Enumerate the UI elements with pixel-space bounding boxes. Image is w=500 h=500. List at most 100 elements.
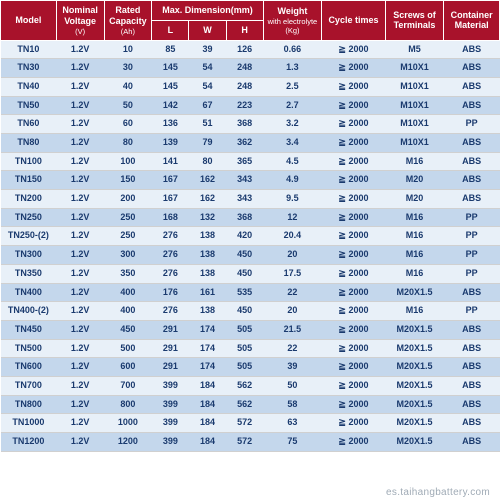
cell-weight: 39 <box>263 358 321 377</box>
cell-capacity: 500 <box>104 339 152 358</box>
cell-w: 138 <box>189 227 226 246</box>
cell-model: TN600 <box>1 358 57 377</box>
cell-material: PP <box>444 246 500 265</box>
col-screws: Screws of Terminals <box>385 1 443 41</box>
cell-voltage: 1.2V <box>56 283 104 302</box>
cell-screws: M5 <box>385 40 443 59</box>
cell-cycle: ≧ 2000 <box>322 190 386 209</box>
cell-h: 450 <box>226 302 263 321</box>
cell-model: TN40 <box>1 77 57 96</box>
cell-h: 562 <box>226 395 263 414</box>
cell-weight: 12 <box>263 208 321 227</box>
cell-l: 276 <box>152 302 189 321</box>
col-l: L <box>152 20 189 40</box>
cell-w: 184 <box>189 414 226 433</box>
cell-screws: M16 <box>385 246 443 265</box>
cell-l: 276 <box>152 227 189 246</box>
cell-screws: M20X1.5 <box>385 320 443 339</box>
cell-voltage: 1.2V <box>56 339 104 358</box>
cell-w: 174 <box>189 358 226 377</box>
cell-material: ABS <box>444 433 500 452</box>
cell-l: 399 <box>152 395 189 414</box>
cell-material: ABS <box>444 395 500 414</box>
cell-capacity: 700 <box>104 376 152 395</box>
cell-l: 145 <box>152 59 189 78</box>
cell-model: TN350 <box>1 264 57 283</box>
cell-material: PP <box>444 264 500 283</box>
cell-capacity: 250 <box>104 208 152 227</box>
cell-cycle: ≧ 2000 <box>322 59 386 78</box>
cell-w: 79 <box>189 134 226 153</box>
cell-screws: M20X1.5 <box>385 358 443 377</box>
cell-screws: M10X1 <box>385 96 443 115</box>
cell-l: 136 <box>152 115 189 134</box>
table-row: TN501.2V50142672232.7≧ 2000M10X1ABS <box>1 96 500 115</box>
cell-weight: 75 <box>263 433 321 452</box>
cell-cycle: ≧ 2000 <box>322 283 386 302</box>
col-capacity: Rated Capacity(Ah) <box>104 1 152 41</box>
cell-h: 562 <box>226 376 263 395</box>
cell-h: 535 <box>226 283 263 302</box>
cell-screws: M10X1 <box>385 59 443 78</box>
cell-h: 343 <box>226 171 263 190</box>
col-model: Model <box>1 1 57 41</box>
table-row: TN1501.2V1501671623434.9≧ 2000M20ABS <box>1 171 500 190</box>
cell-h: 368 <box>226 115 263 134</box>
cell-l: 141 <box>152 152 189 171</box>
cell-material: ABS <box>444 77 500 96</box>
cell-weight: 63 <box>263 414 321 433</box>
cell-material: ABS <box>444 414 500 433</box>
table-row: TN5001.2V50029117450522≧ 2000M20X1.5ABS <box>1 339 500 358</box>
cell-material: PP <box>444 115 500 134</box>
cell-w: 39 <box>189 40 226 59</box>
cell-screws: M16 <box>385 302 443 321</box>
cell-screws: M20X1.5 <box>385 414 443 433</box>
cell-weight: 0.66 <box>263 40 321 59</box>
cell-cycle: ≧ 2000 <box>322 414 386 433</box>
cell-cycle: ≧ 2000 <box>322 171 386 190</box>
cell-h: 223 <box>226 96 263 115</box>
cell-screws: M20X1.5 <box>385 433 443 452</box>
table-row: TN3501.2V35027613845017.5≧ 2000M16PP <box>1 264 500 283</box>
cell-material: ABS <box>444 134 500 153</box>
cell-model: TN400 <box>1 283 57 302</box>
cell-material: ABS <box>444 96 500 115</box>
cell-l: 291 <box>152 320 189 339</box>
cell-voltage: 1.2V <box>56 320 104 339</box>
table-body: TN101.2V1085391260.66≧ 2000M5ABSTN301.2V… <box>1 40 500 451</box>
cell-screws: M10X1 <box>385 115 443 134</box>
cell-capacity: 1000 <box>104 414 152 433</box>
cell-h: 572 <box>226 433 263 452</box>
table-row: TN12001.2V120039918457275≧ 2000M20X1.5AB… <box>1 433 500 452</box>
cell-w: 138 <box>189 302 226 321</box>
cell-weight: 20.4 <box>263 227 321 246</box>
cell-cycle: ≧ 2000 <box>322 433 386 452</box>
cell-l: 168 <box>152 208 189 227</box>
cell-material: ABS <box>444 320 500 339</box>
cell-weight: 21.5 <box>263 320 321 339</box>
cell-voltage: 1.2V <box>56 190 104 209</box>
table-row: TN8001.2V80039918456258≧ 2000M20X1.5ABS <box>1 395 500 414</box>
cell-h: 450 <box>226 246 263 265</box>
cell-material: ABS <box>444 59 500 78</box>
cell-l: 142 <box>152 96 189 115</box>
cell-cycle: ≧ 2000 <box>322 208 386 227</box>
cell-h: 365 <box>226 152 263 171</box>
cell-weight: 58 <box>263 395 321 414</box>
cell-cycle: ≧ 2000 <box>322 96 386 115</box>
col-cycle: Cycle times <box>322 1 386 41</box>
cell-h: 362 <box>226 134 263 153</box>
cell-capacity: 50 <box>104 96 152 115</box>
table-row: TN101.2V1085391260.66≧ 2000M5ABS <box>1 40 500 59</box>
table-row: TN250-(2)1.2V25027613842020.4≧ 2000M16PP <box>1 227 500 246</box>
cell-voltage: 1.2V <box>56 264 104 283</box>
cell-model: TN100 <box>1 152 57 171</box>
cell-w: 161 <box>189 283 226 302</box>
table-row: TN601.2V60136513683.2≧ 2000M10X1PP <box>1 115 500 134</box>
cell-l: 167 <box>152 190 189 209</box>
cell-model: TN250-(2) <box>1 227 57 246</box>
cell-capacity: 150 <box>104 171 152 190</box>
cell-screws: M10X1 <box>385 77 443 96</box>
cell-w: 174 <box>189 339 226 358</box>
cell-material: ABS <box>444 283 500 302</box>
